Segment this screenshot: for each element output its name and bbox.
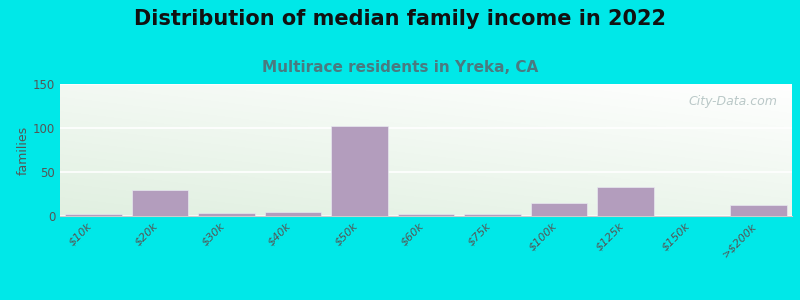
Bar: [131, 190, 188, 216]
Bar: [265, 212, 321, 216]
Bar: [331, 126, 388, 216]
Bar: [598, 187, 654, 216]
Bar: [464, 214, 521, 216]
Text: City-Data.com: City-Data.com: [689, 94, 778, 108]
Y-axis label: families: families: [17, 125, 30, 175]
Bar: [398, 214, 454, 216]
Bar: [65, 214, 122, 216]
Bar: [730, 205, 787, 216]
Text: Multirace residents in Yreka, CA: Multirace residents in Yreka, CA: [262, 60, 538, 75]
Bar: [531, 203, 587, 216]
Bar: [198, 213, 254, 216]
Text: Distribution of median family income in 2022: Distribution of median family income in …: [134, 9, 666, 29]
